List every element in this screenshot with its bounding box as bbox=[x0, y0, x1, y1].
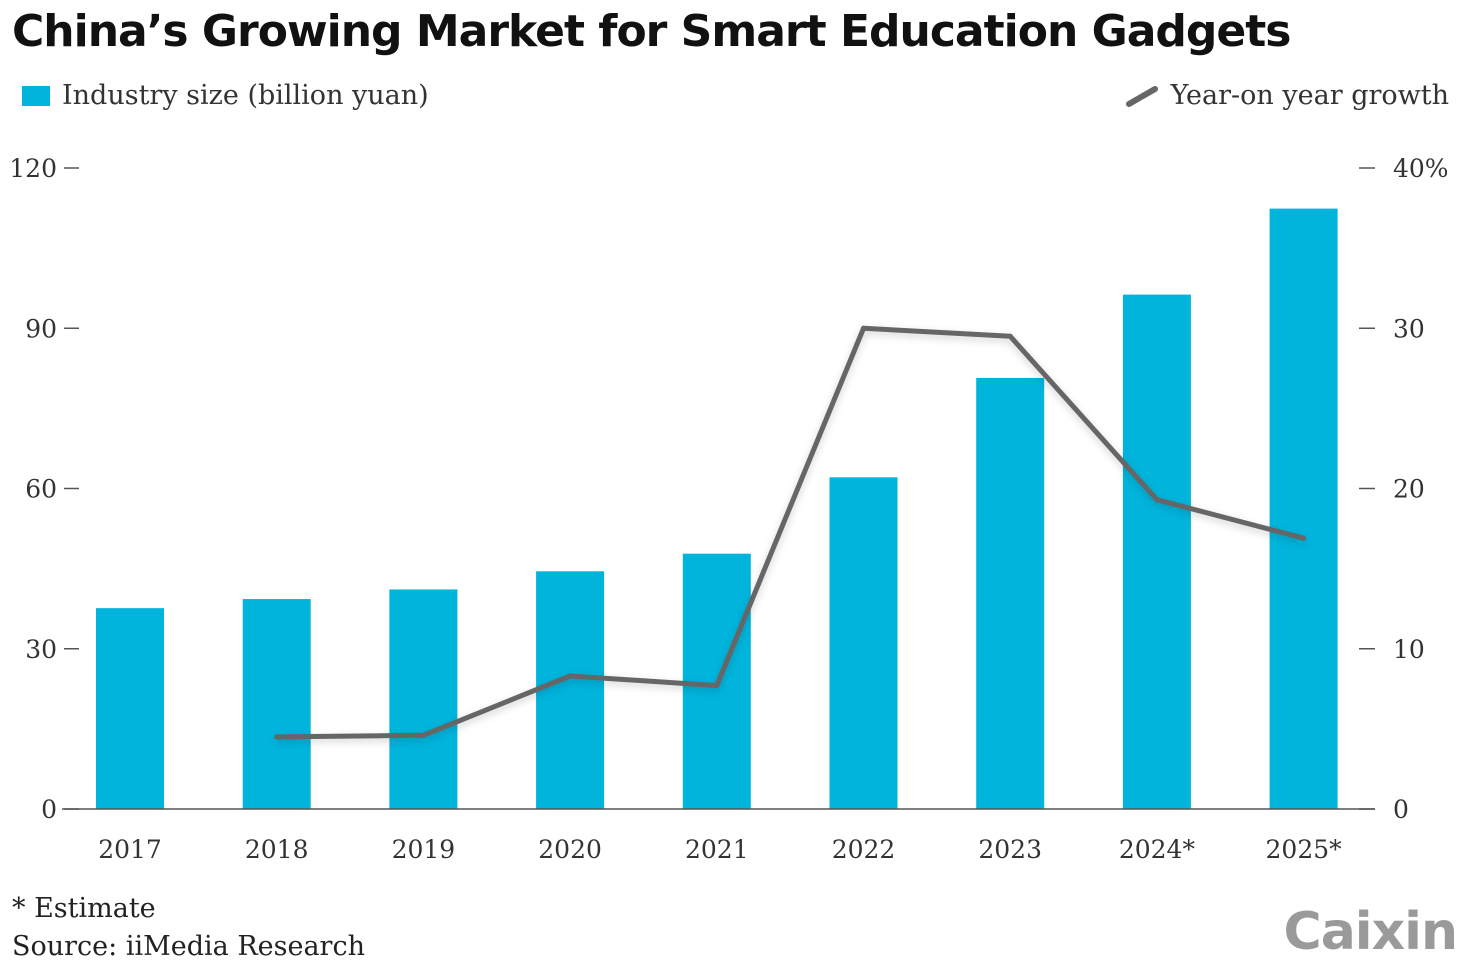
bar-2018 bbox=[242, 599, 311, 809]
footnote: * Estimate bbox=[12, 893, 156, 924]
growth-point-2022 bbox=[861, 325, 866, 331]
growth-point-2018 bbox=[274, 734, 280, 740]
caixin-logo: Caixin bbox=[1283, 902, 1458, 962]
bar-2024* bbox=[1122, 294, 1191, 809]
legend-bar-swatch bbox=[22, 85, 50, 106]
growth-point-2020 bbox=[567, 673, 573, 679]
bar-2023 bbox=[976, 377, 1045, 809]
growth-line-series bbox=[274, 325, 1307, 740]
legend-line-label: Year-on year growth bbox=[1170, 80, 1449, 111]
axes: 0 30 60 90 120 0 10 20 30 40% 2017 2018 2019 2020 2021… bbox=[9, 154, 1448, 864]
x-tick-label: 2020 bbox=[538, 835, 602, 864]
x-tick-label: 2023 bbox=[978, 835, 1042, 864]
bar-series bbox=[96, 208, 1338, 809]
x-tick-label: 2022 bbox=[832, 835, 896, 864]
x-tick-label: 2017 bbox=[98, 835, 162, 864]
x-tick-label: 2024* bbox=[1119, 835, 1196, 864]
bar-2020 bbox=[536, 571, 605, 809]
x-tick-label: 2019 bbox=[392, 835, 456, 864]
legend-line-swatch bbox=[1125, 85, 1158, 107]
legend-bar: Industry size (billion yuan) bbox=[22, 80, 429, 111]
bar-2022 bbox=[829, 477, 898, 809]
chart-plot: 0 30 60 90 120 0 10 20 30 40% 2017 2018 2019 2020 2021… bbox=[9, 154, 1448, 864]
y-right-tick-label: 10 bbox=[1393, 635, 1425, 664]
y-left-tick-label: 30 bbox=[25, 635, 57, 664]
growth-point-2024* bbox=[1154, 497, 1160, 503]
y-right-tick-label: 30 bbox=[1393, 314, 1425, 343]
y-left-tick-label: 90 bbox=[25, 314, 57, 343]
y-right-tick-label: 40% bbox=[1393, 154, 1449, 183]
legend-line: Year-on year growth bbox=[1125, 80, 1449, 111]
growth-point-2019 bbox=[420, 732, 426, 738]
bar-2025* bbox=[1269, 208, 1338, 809]
y-right-tick-label: 20 bbox=[1393, 475, 1425, 504]
growth-point-2023 bbox=[1007, 333, 1013, 339]
x-tick-label: 2018 bbox=[245, 835, 309, 864]
legend-bar-label: Industry size (billion yuan) bbox=[62, 80, 429, 111]
y-left-tick-label: 120 bbox=[9, 154, 57, 183]
bar-2019 bbox=[389, 589, 458, 809]
y-left-tick-label: 60 bbox=[25, 475, 57, 504]
chart-title: China’s Growing Market for Smart Educati… bbox=[12, 6, 1291, 57]
x-tick-label: 2025* bbox=[1266, 835, 1343, 864]
bar-2017 bbox=[96, 608, 164, 809]
y-right-tick-label: 0 bbox=[1393, 795, 1409, 824]
growth-line bbox=[274, 325, 1307, 740]
x-tick-label: 2021 bbox=[685, 835, 749, 864]
source-note: Source: iiMedia Research bbox=[12, 931, 365, 962]
growth-point-2025* bbox=[1301, 535, 1307, 541]
growth-point-2021 bbox=[714, 683, 720, 689]
y-left-tick-label: 0 bbox=[41, 795, 57, 824]
